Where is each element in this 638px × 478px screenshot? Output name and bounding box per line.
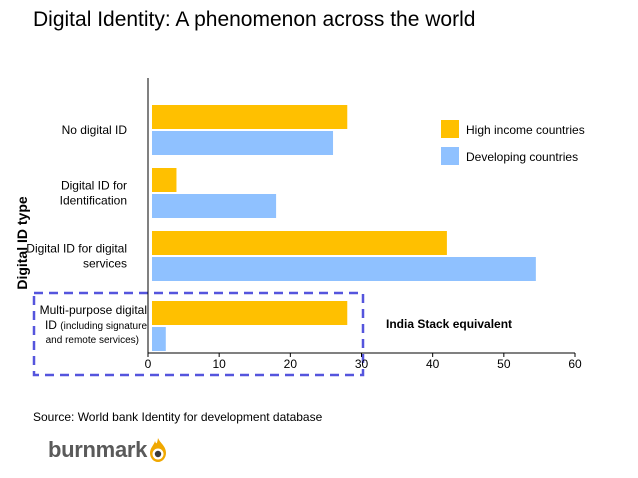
y-axis-title: Digital ID type [14, 196, 30, 290]
category-label: services [83, 257, 127, 271]
bar-high-income-1 [152, 168, 177, 192]
logo-text: burnmark [48, 437, 148, 462]
legend-label-1: Developing countries [466, 150, 578, 164]
bar-developing-1 [152, 194, 277, 218]
x-tick-label: 60 [568, 357, 582, 371]
category-label: ID (including signature [45, 318, 148, 332]
bar-developing-3 [152, 327, 166, 351]
legend-swatch-1 [441, 147, 459, 165]
x-tick-label: 30 [355, 357, 369, 371]
annotation-label: India Stack equivalent [386, 317, 512, 331]
source-note: Source: World bank Identity for developm… [33, 410, 323, 424]
category-label: Identification [60, 194, 127, 208]
legend-label-0: High income countries [466, 123, 585, 137]
flame-icon [150, 438, 167, 462]
x-tick-label: 40 [426, 357, 440, 371]
bar-high-income-2 [152, 231, 447, 255]
bar-high-income-3 [152, 301, 348, 325]
category-label: Multi-purpose digital [40, 303, 147, 317]
bar-developing-0 [152, 131, 334, 155]
chart-title: Digital Identity: A phenomenon across th… [33, 8, 476, 31]
highlight-box [32, 291, 365, 377]
bar-chart: 0 10 20 30 40 50 60 No digital ID Digital ID for… [14, 78, 585, 377]
category-label: Digital ID for [61, 179, 127, 193]
x-tick-label: 10 [212, 357, 226, 371]
bar-developing-2 [152, 257, 536, 281]
x-tick-label: 20 [284, 357, 298, 371]
x-tick-label: 0 [145, 357, 152, 371]
category-label: No digital ID [62, 123, 128, 137]
x-tick-label: 50 [497, 357, 511, 371]
legend-swatch-0 [441, 120, 459, 138]
bar-high-income-0 [152, 105, 348, 129]
category-label: Digital ID for digital [26, 242, 127, 256]
category-label: and remote services) [46, 335, 139, 346]
brand-logo: burnmark [48, 435, 169, 465]
